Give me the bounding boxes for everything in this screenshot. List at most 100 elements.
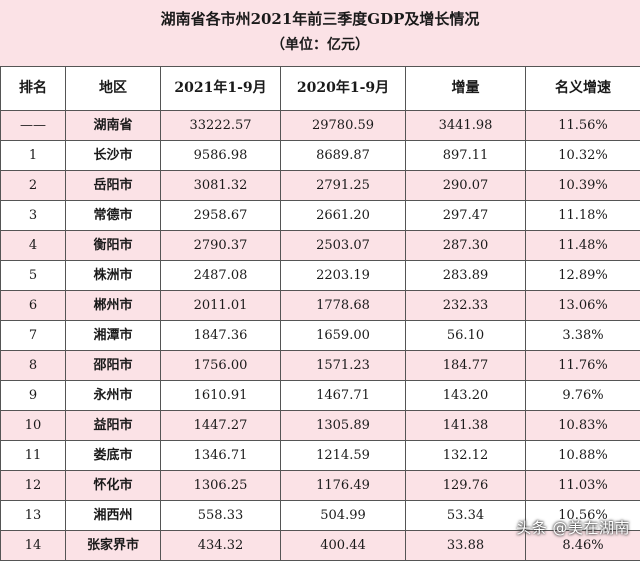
increase-cell: 297.47: [406, 201, 526, 231]
rank-cell: 8: [1, 351, 66, 381]
rank-cell: 9: [1, 381, 66, 411]
gdp-2020-cell: 2203.19: [281, 261, 406, 291]
increase-cell: 53.34: [406, 501, 526, 531]
growth-cell: 13.06%: [526, 291, 640, 321]
growth-cell: 12.89%: [526, 261, 640, 291]
region-cell: 永州市: [66, 381, 161, 411]
region-cell: 邵阳市: [66, 351, 161, 381]
rank-cell: 1: [1, 141, 66, 171]
gdp-2021-cell: 9586.98: [161, 141, 281, 171]
region-cell: 长沙市: [66, 141, 161, 171]
growth-cell: 11.18%: [526, 201, 640, 231]
gdp-2021-cell: 1447.27: [161, 411, 281, 441]
increase-cell: 184.77: [406, 351, 526, 381]
gdp-2020-cell: 2661.20: [281, 201, 406, 231]
increase-cell: 141.38: [406, 411, 526, 441]
gdp-2020-cell: 8689.87: [281, 141, 406, 171]
gdp-2021-cell: 1756.00: [161, 351, 281, 381]
header-growth: 名义增速: [526, 67, 640, 111]
gdp-2020-cell: 1571.23: [281, 351, 406, 381]
region-cell: 张家界市: [66, 531, 161, 561]
gdp-2021-cell: 2790.37: [161, 231, 281, 261]
increase-cell: 143.20: [406, 381, 526, 411]
region-cell: 郴州市: [66, 291, 161, 321]
increase-cell: 56.10: [406, 321, 526, 351]
unit-subtitle: （单位：亿元）: [0, 34, 640, 56]
rank-cell: 4: [1, 231, 66, 261]
gdp-2020-cell: 1176.49: [281, 471, 406, 501]
rank-cell: 10: [1, 411, 66, 441]
gdp-2021-cell: 1346.71: [161, 441, 281, 471]
growth-cell: 10.83%: [526, 411, 640, 441]
region-cell: 常德市: [66, 201, 161, 231]
page-title: 湖南省各市州2021年前三季度GDP及增长情况: [0, 8, 640, 30]
region-cell: 娄底市: [66, 441, 161, 471]
growth-cell: 11.76%: [526, 351, 640, 381]
header-row: 排名 地区 2021年1-9月 2020年1-9月 增量 名义增速: [1, 67, 640, 111]
region-cell: 怀化市: [66, 471, 161, 501]
gdp-2020-cell: 1305.89: [281, 411, 406, 441]
increase-cell: 3441.98: [406, 111, 526, 141]
gdp-2020-cell: 1778.68: [281, 291, 406, 321]
growth-cell: 11.56%: [526, 111, 640, 141]
rank-cell: 12: [1, 471, 66, 501]
gdp-2020-cell: 1214.59: [281, 441, 406, 471]
growth-cell: 10.32%: [526, 141, 640, 171]
increase-cell: 232.33: [406, 291, 526, 321]
region-cell: 株洲市: [66, 261, 161, 291]
growth-cell: 10.88%: [526, 441, 640, 471]
region-cell: 湘潭市: [66, 321, 161, 351]
increase-cell: 33.88: [406, 531, 526, 561]
growth-cell: 11.48%: [526, 231, 640, 261]
gdp-2021-cell: 2487.08: [161, 261, 281, 291]
gdp-2020-cell: 504.99: [281, 501, 406, 531]
header-rank: 排名: [1, 67, 66, 111]
increase-cell: 290.07: [406, 171, 526, 201]
gdp-2020-cell: 29780.59: [281, 111, 406, 141]
rank-cell: 2: [1, 171, 66, 201]
growth-cell: 11.03%: [526, 471, 640, 501]
growth-cell: 10.39%: [526, 171, 640, 201]
header-2021: 2021年1-9月: [161, 67, 281, 111]
gdp-2021-cell: 33222.57: [161, 111, 281, 141]
gdp-2021-cell: 434.32: [161, 531, 281, 561]
increase-cell: 287.30: [406, 231, 526, 261]
rank-cell: 6: [1, 291, 66, 321]
increase-cell: 132.12: [406, 441, 526, 471]
region-cell: 益阳市: [66, 411, 161, 441]
gdp-2020-cell: 2503.07: [281, 231, 406, 261]
rank-cell: 5: [1, 261, 66, 291]
rank-cell: ——: [1, 111, 66, 141]
watermark: 头条 @美在湖南: [516, 517, 630, 538]
gdp-2021-cell: 2958.67: [161, 201, 281, 231]
gdp-2021-cell: 1847.36: [161, 321, 281, 351]
rank-cell: 13: [1, 501, 66, 531]
gdp-2020-cell: 400.44: [281, 531, 406, 561]
gdp-2021-cell: 558.33: [161, 501, 281, 531]
gdp-2021-cell: 2011.01: [161, 291, 281, 321]
title-block: 湖南省各市州2021年前三季度GDP及增长情况 （单位：亿元）: [0, 0, 640, 66]
gdp-2020-cell: 1467.71: [281, 381, 406, 411]
gdp-2021-cell: 1610.91: [161, 381, 281, 411]
rank-cell: 11: [1, 441, 66, 471]
growth-cell: 3.38%: [526, 321, 640, 351]
rank-cell: 14: [1, 531, 66, 561]
header-2020: 2020年1-9月: [281, 67, 406, 111]
region-cell: 湖南省: [66, 111, 161, 141]
increase-cell: 283.89: [406, 261, 526, 291]
gdp-2020-cell: 2791.25: [281, 171, 406, 201]
